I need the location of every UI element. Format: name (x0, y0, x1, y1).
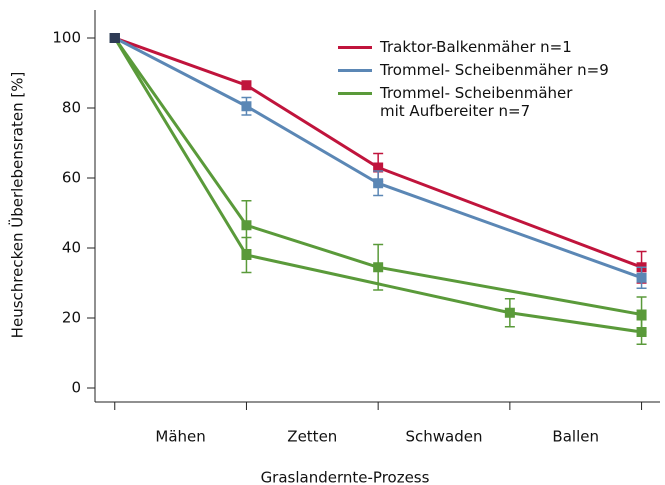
x-category-label: Zetten (287, 428, 337, 446)
data-point (636, 309, 647, 320)
series-line (113, 37, 642, 316)
legend-entry: Traktor-Balkenmäher n=1 (338, 38, 609, 56)
y-tick-label: 20 (62, 309, 81, 327)
legend-swatch (338, 92, 372, 95)
y-axis-label: Heuschrecken Überlebensraten [%] (8, 72, 27, 339)
data-point (636, 272, 647, 283)
data-point (241, 220, 252, 231)
x-category-label: Mähen (155, 428, 205, 446)
legend-swatch (338, 69, 372, 72)
legend-label: Traktor-Balkenmäher n=1 (380, 38, 572, 56)
series-line (114, 36, 643, 269)
data-point (373, 162, 384, 173)
data-point (373, 178, 384, 189)
data-point (373, 262, 384, 273)
y-tick-label: 100 (52, 29, 81, 47)
series-line (114, 36, 643, 280)
y-tick-label: 0 (71, 379, 81, 397)
legend-entry: Trommel- Scheibenmäher mit Aufbereiter n… (338, 84, 609, 120)
legend-label: Trommel- Scheibenmäher n=9 (380, 61, 609, 79)
y-tick-label: 40 (62, 239, 81, 257)
legend: Traktor-Balkenmäher n=1 Trommel- Scheiben… (338, 38, 609, 125)
data-point (241, 101, 252, 112)
y-tick-label: 60 (62, 169, 81, 187)
data-point (109, 33, 120, 43)
data-point (504, 307, 515, 318)
x-category-label: Schwaden (406, 428, 483, 446)
legend-entry: Trommel- Scheibenmäher n=9 (338, 61, 609, 79)
x-category-label: Ballen (552, 428, 599, 446)
data-point (241, 250, 252, 260)
y-tick-label: 80 (62, 99, 81, 117)
data-point (636, 327, 647, 337)
legend-label: Trommel- Scheibenmäher mit Aufbereiter n… (380, 84, 573, 120)
x-axis-label: Graslandernte-Prozess (261, 469, 430, 485)
legend-swatch (338, 46, 372, 49)
data-point (241, 80, 252, 91)
